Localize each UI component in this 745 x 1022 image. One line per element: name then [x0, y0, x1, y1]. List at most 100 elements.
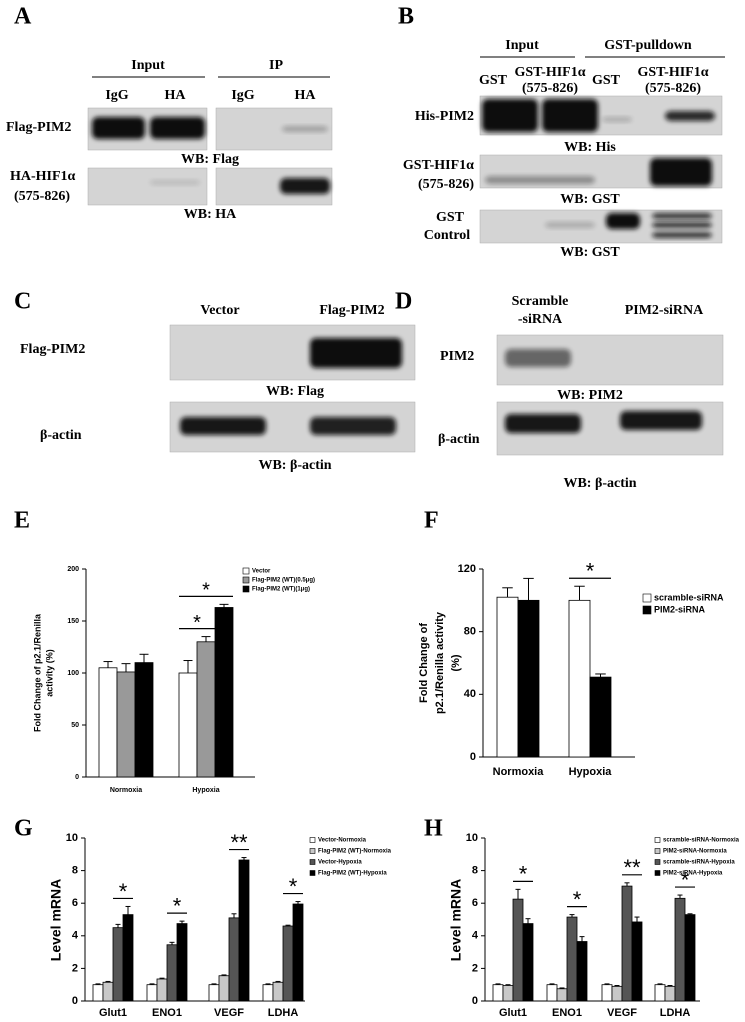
legend-label: scramble-siRNA-Normoxia [663, 838, 740, 844]
legend-label: Flag-PIM2 (WT)-Hypoxia [318, 871, 387, 877]
legend-label: PIM2-siRNA [654, 604, 706, 614]
error-bar [579, 936, 585, 942]
error-bar [515, 888, 521, 900]
band [652, 222, 712, 228]
legend-label: Flag-PIM2 (WT)(1μg) [252, 587, 310, 593]
y-tick-label: 120 [458, 563, 476, 575]
panel-label: F [424, 508, 439, 534]
x-tick-label: ENO1 [552, 1007, 582, 1019]
row-label: GST [436, 210, 465, 225]
error-bar [595, 673, 606, 678]
y-axis-label: Level mRNA [48, 879, 64, 961]
bar [262, 984, 274, 1002]
legend-label: PIM2-siRNA-Hypoxia [663, 871, 723, 877]
bar [589, 676, 612, 758]
y-axis-label: p2.1/Renilla activity [434, 611, 446, 714]
legend-label: scramble-siRNA-Hypoxia [663, 860, 735, 866]
bar [496, 596, 519, 758]
lane-label: IgG [231, 88, 254, 103]
panel-label: E [14, 508, 30, 534]
y-tick-label: 8 [472, 865, 478, 877]
error-bar [285, 924, 291, 927]
panel-label: H [424, 816, 443, 842]
band [505, 414, 581, 433]
row-label: Flag-PIM2 [20, 342, 85, 357]
row-label: HA-HIF1α [10, 169, 76, 184]
error-bar [125, 905, 131, 915]
x-tick-label: Glut1 [99, 1007, 127, 1019]
significance-label: * [202, 580, 210, 602]
bar [522, 923, 534, 1002]
band [606, 213, 640, 229]
header: IP [269, 58, 283, 73]
band [150, 180, 200, 185]
lane-label: Vector [200, 303, 239, 318]
error-bar [159, 977, 165, 979]
bar [631, 921, 643, 1002]
y-tick-label: 0 [470, 751, 476, 763]
band [665, 111, 715, 121]
error-bar [295, 901, 301, 905]
x-tick-label: Glut1 [499, 1007, 527, 1019]
error-bar [624, 882, 630, 887]
panel-label: D [395, 289, 412, 315]
band [620, 411, 702, 430]
band [650, 158, 712, 186]
bar [134, 662, 154, 778]
error-bar [221, 974, 227, 976]
y-tick-label: 8 [72, 865, 78, 877]
row-label: His-PIM2 [415, 109, 474, 124]
lane-label: GST [479, 73, 508, 88]
lane-label: HA [295, 88, 317, 103]
y-tick-label: 0 [75, 774, 79, 781]
wb-label: WB: HA [184, 207, 237, 222]
error-bar [265, 983, 271, 985]
bar [228, 917, 240, 1002]
band [150, 117, 205, 139]
error-bar [105, 980, 111, 983]
y-axis-label: Fold Change of p2.1/Renilla [32, 613, 42, 732]
wb-label: WB: PIM2 [557, 388, 623, 403]
error-bar [569, 914, 575, 918]
header: Input [505, 38, 539, 53]
error-bar [219, 603, 229, 608]
bar [292, 903, 304, 1002]
legend-label: Flag-PIM2 (WT)(0.5μg) [252, 578, 315, 584]
bar [156, 978, 168, 1002]
y-tick-label: 10 [466, 832, 478, 844]
error-bar [149, 983, 155, 985]
bar [196, 641, 216, 778]
panel-label: C [14, 289, 31, 315]
significance-label: ** [623, 855, 641, 880]
wb-label: WB: Flag [266, 384, 324, 399]
band [310, 417, 396, 435]
error-bar [169, 941, 175, 945]
error-bar [115, 923, 121, 928]
wb-label: WB: GST [560, 245, 620, 260]
legend-swatch [242, 576, 250, 584]
error-bar [95, 983, 101, 985]
y-tick-label: 2 [72, 962, 78, 974]
band [310, 338, 402, 368]
bar [272, 981, 284, 1002]
bar [98, 667, 118, 778]
row-label: PIM2 [440, 349, 474, 364]
wb-label: WB: GST [560, 192, 620, 207]
x-tick-label: Normoxia [493, 766, 545, 778]
bar [166, 944, 178, 1002]
bar [112, 927, 124, 1002]
bar [546, 984, 558, 1002]
band [282, 126, 328, 132]
y-tick-label: 6 [72, 897, 78, 909]
error-bar [121, 663, 131, 672]
significance-label: ** [230, 830, 248, 855]
error-bar [523, 577, 534, 601]
significance-label: * [173, 893, 182, 918]
panel-label: A [14, 4, 32, 30]
lane-label: PIM2-siRNA [625, 303, 704, 318]
significance-label: * [573, 887, 582, 912]
row-label: (575-826) [14, 189, 70, 204]
bar [214, 607, 234, 778]
significance-label: * [193, 612, 201, 634]
